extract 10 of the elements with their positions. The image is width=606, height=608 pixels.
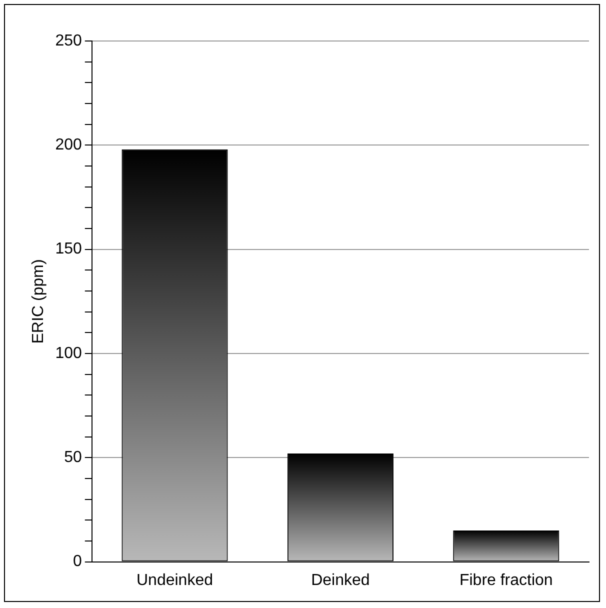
y-tick-label: 150 [55,240,82,258]
y-tick-label: 250 [55,32,82,50]
y-tick-label: 100 [55,344,82,362]
x-tick-label: Undeinked [136,572,213,589]
y-tick-label: 0 [72,553,82,570]
x-tick-label: Fibre fraction [459,572,553,589]
y-axis-title: ERIC (ppm) [30,259,48,344]
y-tick-label: 50 [64,449,82,466]
y-tick-label: 200 [55,136,82,154]
x-tick-label: Deinked [311,572,370,589]
